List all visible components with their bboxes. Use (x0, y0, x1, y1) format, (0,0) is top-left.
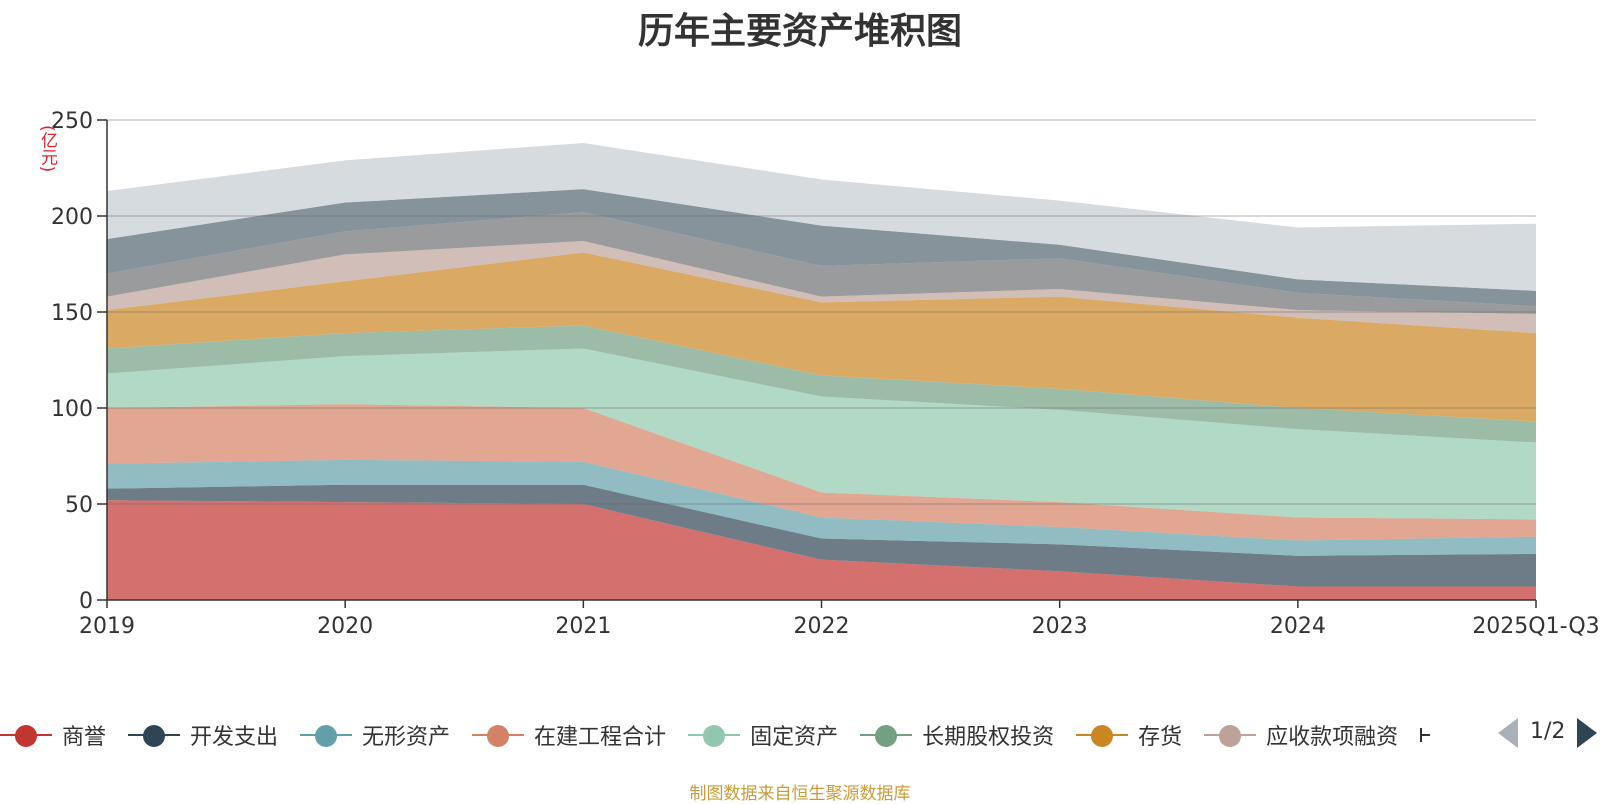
legend-label: 长期股权投资 (922, 725, 1055, 750)
area-series-4 (107, 348, 1536, 520)
legend-marker-icon (0, 725, 52, 747)
legend-next-page-icon[interactable] (1577, 718, 1598, 748)
legend-item-2[interactable]: 无形资产 (300, 719, 450, 751)
legend-item-5[interactable]: 长期股权投资 (860, 719, 1054, 751)
x-tick-label-4: 2023 (1032, 614, 1088, 639)
legend-item-4[interactable]: 固定资产 (688, 719, 838, 751)
x-tick-label-3: 2022 (794, 614, 850, 639)
legend-marker-icon (1204, 725, 1257, 747)
y-tick-label-4: 200 (51, 205, 93, 230)
x-tick-label-2: 2021 (555, 614, 611, 639)
legend-label: 应收款项融资 (1266, 725, 1399, 750)
y-axis-unit-label: (亿元) (37, 125, 57, 173)
legend-label: 开发支出 (190, 725, 279, 750)
y-tick-label-5: 250 (51, 109, 93, 134)
legend-marker-icon (128, 725, 181, 747)
x-tick-label-5: 2024 (1270, 614, 1326, 639)
legend-pager: 1/2 (1498, 718, 1598, 748)
legend: 商誉 开发支出 无形资产 在建工程合计 固定资产 长期股权投资 存货 应收款项融资 (0, 715, 1450, 755)
legend-marker-icon (472, 725, 525, 747)
legend-label: 固定资产 (750, 725, 839, 750)
legend-marker-icon (1076, 725, 1129, 747)
x-tick-label-1: 2020 (317, 614, 373, 639)
stacked-area-chart: 0 50 100 150 200 250 2019 2020 2021 2022 2023 2024 2… (51, 109, 1600, 639)
y-tick-label-1: 50 (65, 493, 93, 518)
legend-label: 存货 (1138, 725, 1183, 750)
legend-item-7[interactable]: 应收款项融资 (1204, 719, 1398, 751)
legend-marker-icon (860, 725, 913, 747)
legend-label: 在建工程合计 (534, 725, 667, 750)
area-series-7 (107, 240, 1536, 334)
area-series-1 (107, 484, 1536, 587)
area-series-0 (107, 500, 1536, 600)
area-series-9 (107, 189, 1536, 307)
chart-title: 历年主要资产堆积图 (637, 11, 962, 52)
legend-prev-page-icon[interactable] (1498, 718, 1518, 748)
legend-label: 商誉 (62, 725, 107, 750)
area-series-3 (107, 404, 1536, 541)
x-tick-label-6: 2025Q1-Q3 (1472, 614, 1599, 639)
legend-item-6[interactable]: 存货 (1076, 719, 1182, 751)
legend-truncated-marker-icon (1420, 725, 1438, 745)
legend-item-1[interactable]: 开发支出 (128, 719, 278, 751)
y-tick-label-3: 150 (51, 301, 93, 326)
data-source-note: 制图数据来自恒生聚源数据库 (689, 784, 911, 804)
legend-label: 无形资产 (362, 725, 451, 750)
y-tick-label-0: 0 (79, 589, 93, 614)
area-series-10 (107, 143, 1536, 291)
area-series-8 (107, 212, 1536, 314)
y-tick-label-2: 100 (51, 397, 93, 422)
x-tick-label-0: 2019 (79, 614, 135, 639)
legend-item-0[interactable]: 商誉 (0, 719, 106, 751)
legend-marker-icon (688, 725, 741, 747)
area-series-2 (107, 459, 1536, 556)
legend-item-3[interactable]: 在建工程合计 (472, 719, 666, 751)
legend-marker-icon (300, 725, 353, 747)
legend-page-indicator: 1/2 (1530, 718, 1566, 744)
area-series-5 (107, 325, 1536, 443)
area-series-6 (107, 252, 1536, 422)
